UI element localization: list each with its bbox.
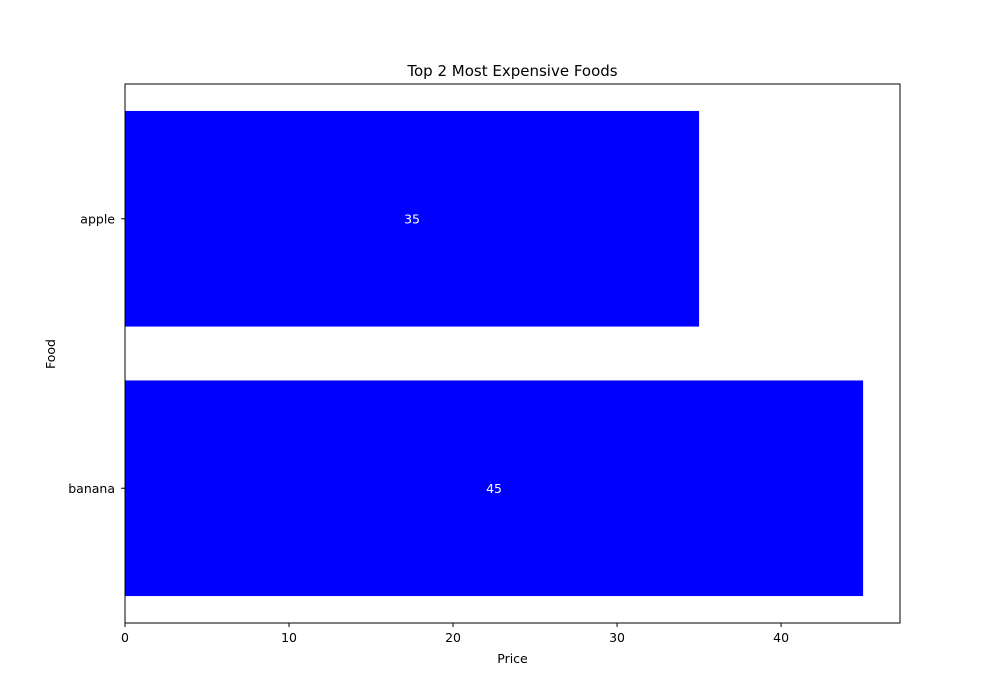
x-tick-label-0: 0 [121,630,129,645]
data-label-banana: 45 [486,481,502,496]
axes-frame [124,83,901,624]
x-tick-label-40: 40 [773,630,789,645]
bar-banana [125,380,864,597]
x-tick-label-10: 10 [281,630,297,645]
bars-group [125,110,864,597]
y-ticks-group: apple banana [68,211,125,496]
bar-apple [125,110,700,327]
x-axis-label: Price [497,651,528,666]
data-labels-group: 35 45 [404,211,502,496]
y-tick-label-banana: banana [68,481,115,496]
data-label-apple: 35 [404,211,420,226]
x-ticks-group: 0 10 20 30 40 [121,623,789,645]
chart-title: Top 2 Most Expensive Foods [406,62,617,80]
y-tick-label-apple: apple [80,211,115,226]
x-tick-label-20: 20 [445,630,461,645]
y-axis-label: Food [43,339,58,369]
x-tick-label-30: 30 [609,630,625,645]
